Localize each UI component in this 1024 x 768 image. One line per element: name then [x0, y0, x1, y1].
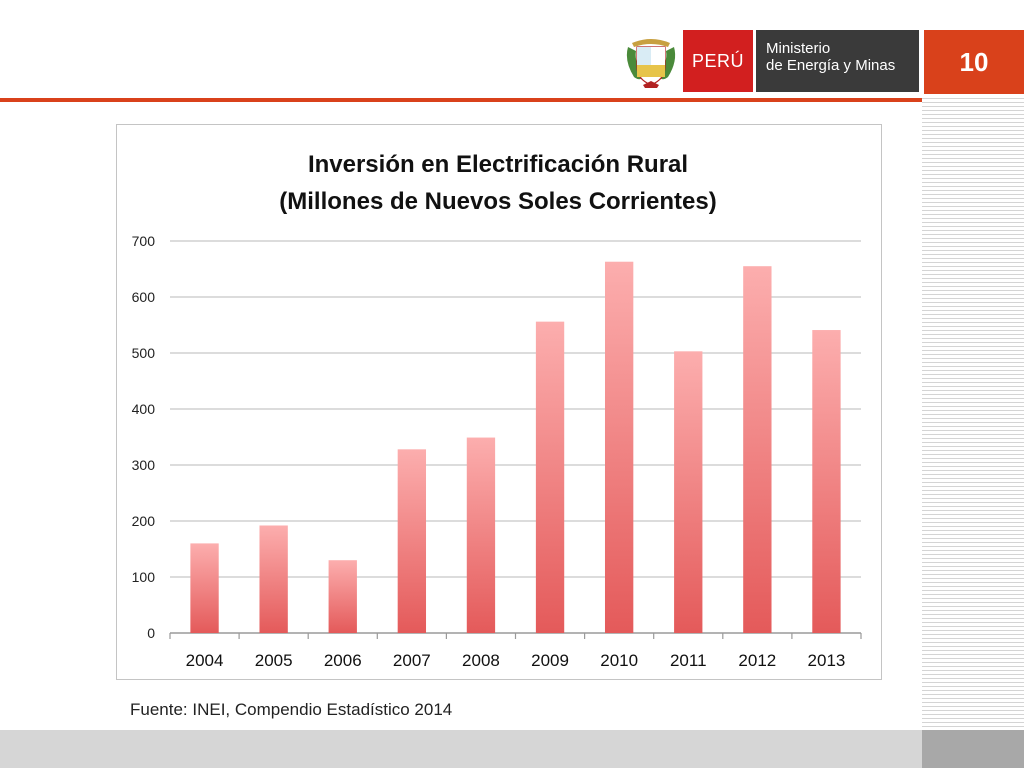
- bar-layer: [190, 261, 841, 633]
- bar-2008: [466, 437, 496, 633]
- header-rule: [0, 98, 922, 102]
- y-tick-label: 500: [132, 345, 156, 361]
- axis-layer: 2004 2005 2006 2007 2008 2009 2010 2011 2012 2013: [169, 633, 862, 670]
- chart-subtitle: (Millones de Nuevos Soles Corrientes): [279, 188, 716, 215]
- ministry-line-2: de Energía y Minas: [766, 57, 896, 74]
- x-tick-label: 2011: [670, 651, 707, 670]
- x-tick-label: 2006: [324, 651, 362, 670]
- decorative-stripes: [922, 98, 1024, 730]
- bar-2009: [535, 321, 565, 633]
- chart-frame: Inversión en Electrificación Rural (Mill…: [116, 124, 882, 680]
- bar-2005: [259, 525, 288, 633]
- y-tick-label: 200: [132, 513, 156, 529]
- peru-label: PERÚ: [683, 30, 753, 92]
- ministry-label: Ministerio de Energía y Minas: [756, 30, 919, 92]
- bar-chart: Inversión en Electrificación Rural (Mill…: [132, 151, 862, 670]
- source-note: Fuente: INEI, Compendio Estadístico 2014: [130, 700, 453, 719]
- y-tick-label: 600: [132, 289, 156, 305]
- y-tick-label: 100: [132, 569, 156, 585]
- x-tick-label: 2009: [531, 651, 569, 670]
- bar-2011: [674, 351, 703, 633]
- bar-2006: [328, 560, 357, 633]
- chart-title: Inversión en Electrificación Rural: [308, 151, 688, 178]
- y-tick-label: 0: [147, 625, 155, 641]
- x-tick-label: 2005: [255, 651, 293, 670]
- x-tick-label: 2008: [462, 651, 500, 670]
- footer-bar: [0, 730, 922, 768]
- ministry-line-1: Ministerio: [766, 40, 831, 57]
- footer-bar-accent: [922, 730, 1024, 768]
- bar-2007: [397, 449, 427, 633]
- bar-2010: [604, 261, 634, 633]
- x-tick-label: 2012: [738, 651, 776, 670]
- x-tick-label: 2010: [600, 651, 638, 670]
- bar-2012: [743, 266, 772, 633]
- bar-2013: [812, 330, 841, 633]
- coat-of-arms-icon: [626, 39, 676, 88]
- x-tick-label: 2013: [808, 651, 846, 670]
- y-tick-label: 300: [132, 457, 156, 473]
- x-tick-label: 2007: [393, 651, 431, 670]
- y-tick-label: 700: [132, 233, 156, 249]
- bar-2004: [190, 543, 219, 633]
- page-number: 10: [924, 30, 1024, 94]
- y-tick-label: 400: [132, 401, 156, 417]
- x-tick-label: 2004: [186, 651, 224, 670]
